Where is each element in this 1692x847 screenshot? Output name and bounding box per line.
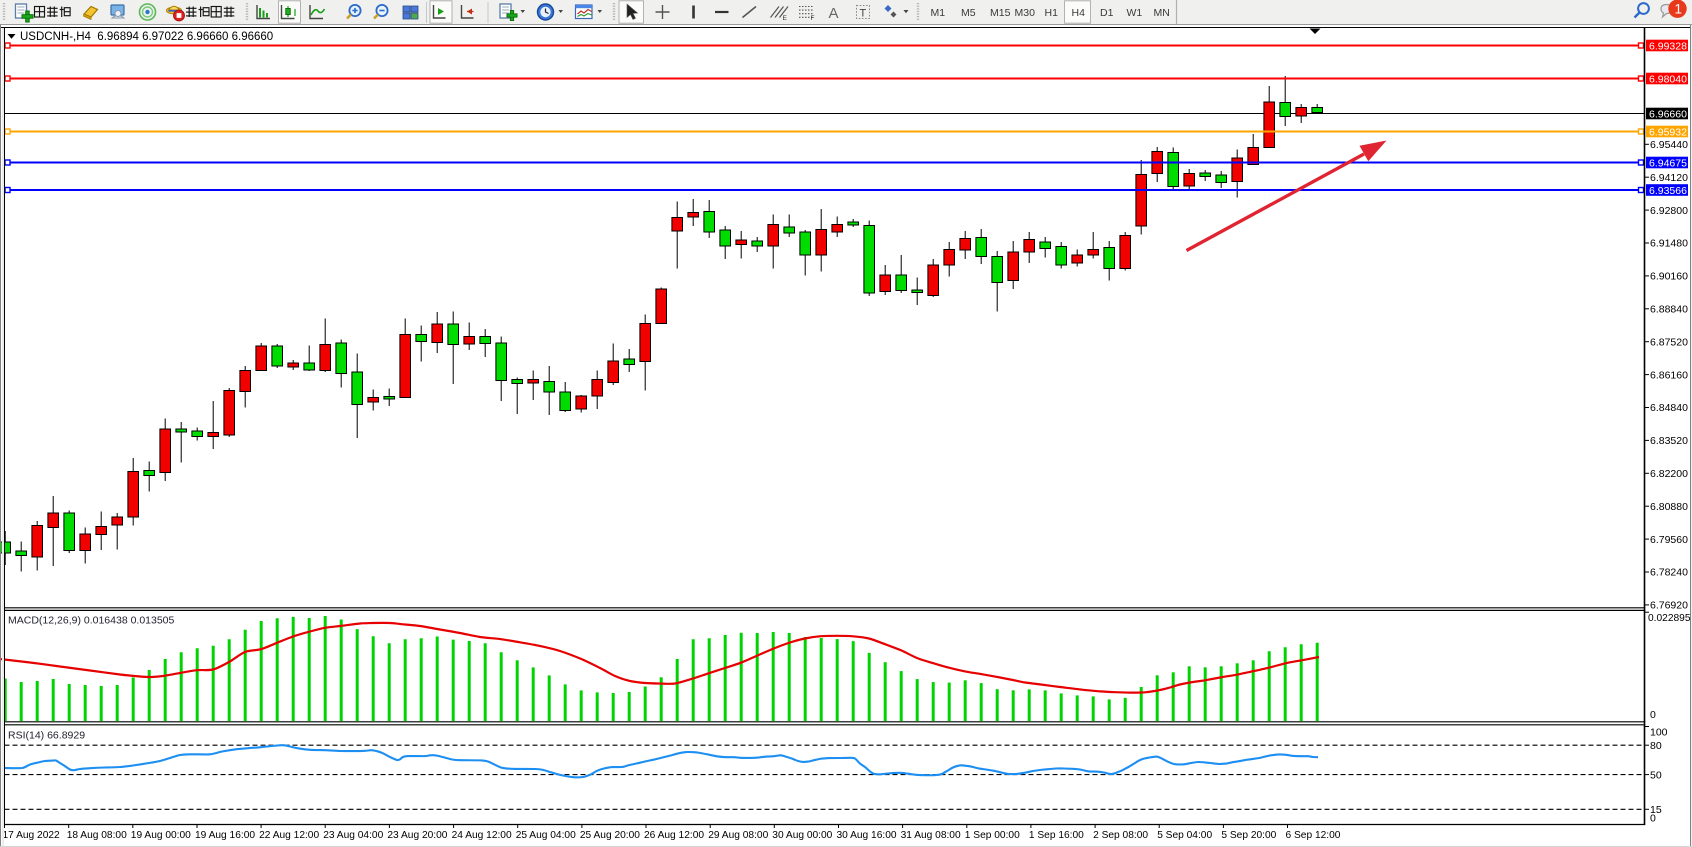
svg-text:6.82200: 6.82200: [1650, 468, 1688, 480]
svg-text:30 Aug 16:00: 30 Aug 16:00: [837, 830, 897, 841]
svg-text:1: 1: [1675, 2, 1683, 17]
svg-text:6.91480: 6.91480: [1650, 238, 1688, 250]
svg-text:T: T: [860, 8, 867, 20]
svg-text:6 Sep 12:00: 6 Sep 12:00: [1286, 830, 1341, 841]
svg-text:6.90160: 6.90160: [1650, 271, 1688, 283]
svg-text:0.022895: 0.022895: [1648, 613, 1691, 624]
svg-text:6.98040: 6.98040: [1649, 73, 1687, 85]
svg-text:6.94675: 6.94675: [1649, 157, 1687, 169]
svg-text:0: 0: [1650, 709, 1656, 721]
svg-text:24 Aug 12:00: 24 Aug 12:00: [452, 830, 512, 841]
svg-text:31 Aug 08:00: 31 Aug 08:00: [901, 830, 961, 841]
svg-text:6.76920: 6.76920: [1650, 600, 1688, 612]
svg-text:W1: W1: [1127, 7, 1143, 19]
svg-text:6.84840: 6.84840: [1650, 402, 1688, 414]
svg-text:H1: H1: [1045, 7, 1059, 19]
svg-text:6.78240: 6.78240: [1650, 567, 1688, 579]
svg-text:30 Aug 00:00: 30 Aug 00:00: [772, 830, 832, 841]
svg-text:6.83520: 6.83520: [1650, 435, 1688, 447]
svg-text:19 Aug 16:00: 19 Aug 16:00: [195, 830, 255, 841]
svg-text:6.86160: 6.86160: [1650, 369, 1688, 381]
svg-text:29 Aug 08:00: 29 Aug 08:00: [708, 830, 768, 841]
svg-text:19 Aug 00:00: 19 Aug 00:00: [131, 830, 191, 841]
svg-text:6.80880: 6.80880: [1650, 501, 1688, 513]
svg-text:MACD(12,26,9) 0.016438 0.01350: MACD(12,26,9) 0.016438 0.013505: [8, 615, 175, 627]
svg-text:15: 15: [1650, 804, 1662, 816]
svg-text:6.94120: 6.94120: [1650, 172, 1688, 184]
svg-text:25 Aug 04:00: 25 Aug 04:00: [516, 830, 576, 841]
svg-text:MN: MN: [1154, 7, 1170, 19]
svg-text:1 Sep 00:00: 1 Sep 00:00: [965, 830, 1020, 841]
svg-text:USDCNH-,H4 6.96894 6.97022 6.: USDCNH-,H4 6.96894 6.97022 6.96660 6.966…: [20, 31, 273, 43]
svg-text:2 Sep 08:00: 2 Sep 08:00: [1093, 830, 1148, 841]
svg-text:17 Aug 2022: 17 Aug 2022: [3, 830, 61, 841]
svg-text:6.99328: 6.99328: [1649, 40, 1687, 52]
svg-text:A: A: [829, 5, 839, 22]
svg-text:E: E: [783, 15, 788, 22]
svg-text:6.92800: 6.92800: [1650, 205, 1688, 217]
svg-text:6.96660: 6.96660: [1649, 108, 1687, 120]
svg-text:H4: H4: [1072, 7, 1086, 19]
svg-text:6.79560: 6.79560: [1650, 534, 1688, 546]
svg-text:M15: M15: [990, 7, 1011, 19]
svg-text:5 Sep 04:00: 5 Sep 04:00: [1157, 830, 1212, 841]
svg-text:6.95440: 6.95440: [1650, 139, 1688, 151]
svg-text:80: 80: [1650, 740, 1662, 752]
svg-text:23 Aug 20:00: 23 Aug 20:00: [387, 830, 447, 841]
svg-text:18 Aug 08:00: 18 Aug 08:00: [67, 830, 127, 841]
svg-text:26 Aug 12:00: 26 Aug 12:00: [644, 830, 704, 841]
svg-text:1 Sep 16:00: 1 Sep 16:00: [1029, 830, 1084, 841]
svg-text:M30: M30: [1015, 7, 1036, 19]
svg-text:6.87520: 6.87520: [1650, 336, 1688, 348]
svg-text:6.88840: 6.88840: [1650, 304, 1688, 316]
svg-text:0: 0: [1650, 813, 1656, 825]
svg-text:5 Sep 20:00: 5 Sep 20:00: [1221, 830, 1276, 841]
svg-text:6.95932: 6.95932: [1649, 126, 1687, 138]
svg-text:25 Aug 20:00: 25 Aug 20:00: [580, 830, 640, 841]
svg-text:M1: M1: [931, 7, 946, 19]
svg-text:M5: M5: [961, 7, 976, 19]
svg-text:23 Aug 04:00: 23 Aug 04:00: [323, 830, 383, 841]
svg-text:RSI(14) 66.8929: RSI(14) 66.8929: [8, 730, 85, 742]
svg-text:6.93566: 6.93566: [1649, 185, 1687, 197]
svg-text:100: 100: [1650, 726, 1668, 738]
svg-text:D1: D1: [1100, 7, 1114, 19]
svg-text:F: F: [811, 15, 815, 22]
svg-text:22 Aug 12:00: 22 Aug 12:00: [259, 830, 319, 841]
svg-text:50: 50: [1650, 769, 1662, 781]
